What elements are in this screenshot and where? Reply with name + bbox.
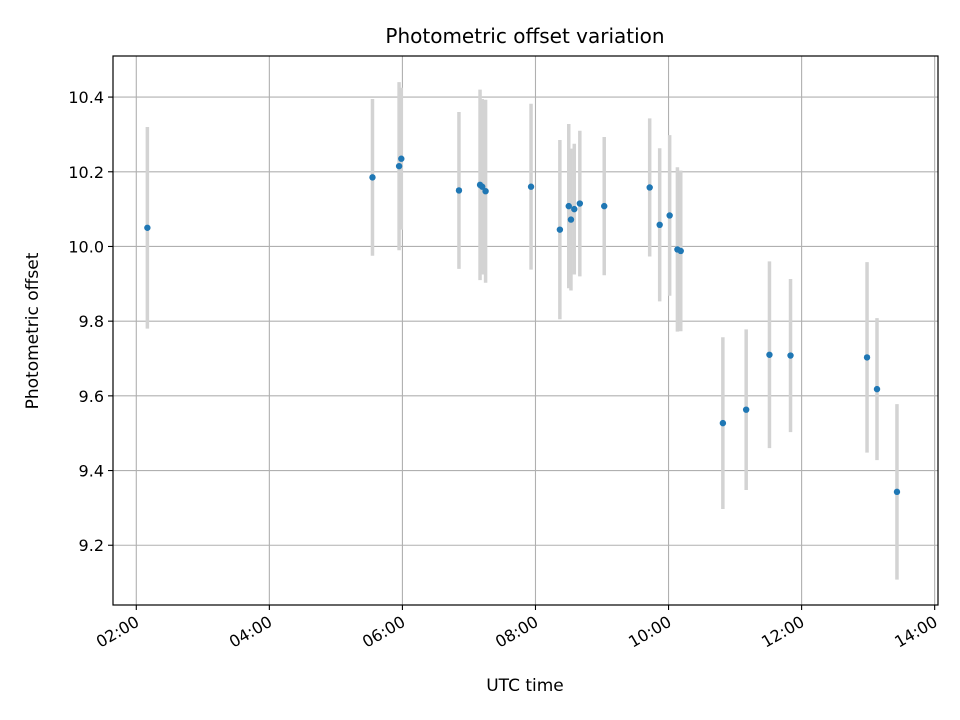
data-point bbox=[863, 354, 871, 361]
data-point bbox=[873, 385, 881, 393]
data-point bbox=[601, 202, 608, 210]
data-point bbox=[479, 183, 486, 190]
data-point bbox=[144, 224, 151, 231]
data-point bbox=[656, 221, 663, 229]
data-point bbox=[677, 247, 684, 255]
data-point bbox=[742, 406, 750, 413]
y-tick-label: 9.8 bbox=[79, 312, 104, 331]
data-points bbox=[144, 155, 901, 496]
data-point bbox=[893, 488, 901, 496]
plot-area-frame bbox=[112, 55, 939, 606]
data-point bbox=[567, 216, 575, 223]
y-tick-label: 9.6 bbox=[79, 387, 104, 406]
y-axis-label: Photometric offset bbox=[23, 252, 43, 409]
y-tick-label: 9.4 bbox=[79, 462, 104, 481]
y-tick-label: 10.0 bbox=[68, 237, 104, 256]
data-point bbox=[565, 202, 572, 210]
data-point bbox=[482, 187, 489, 195]
data-point bbox=[398, 155, 405, 162]
data-point bbox=[666, 212, 673, 219]
y-tick-label: 10.2 bbox=[68, 163, 104, 182]
x-axis-label: UTC time bbox=[486, 676, 564, 696]
data-point bbox=[556, 226, 564, 233]
chart-title: Photometric offset variation bbox=[385, 24, 664, 48]
data-point bbox=[787, 352, 794, 359]
data-point bbox=[395, 162, 403, 170]
data-point bbox=[369, 174, 376, 181]
data-point bbox=[576, 200, 584, 207]
y-tick-label: 9.2 bbox=[79, 536, 104, 555]
data-point bbox=[766, 351, 773, 358]
data-point bbox=[719, 419, 727, 427]
data-point bbox=[527, 183, 535, 190]
y-axis-ticks: 9.2 9.4 9.6 9.8 10.0 10.2 10.4 bbox=[68, 88, 113, 555]
data-point bbox=[455, 187, 463, 194]
y-tick-label: 10.4 bbox=[68, 88, 104, 107]
data-point bbox=[646, 184, 653, 191]
data-point bbox=[571, 205, 578, 213]
